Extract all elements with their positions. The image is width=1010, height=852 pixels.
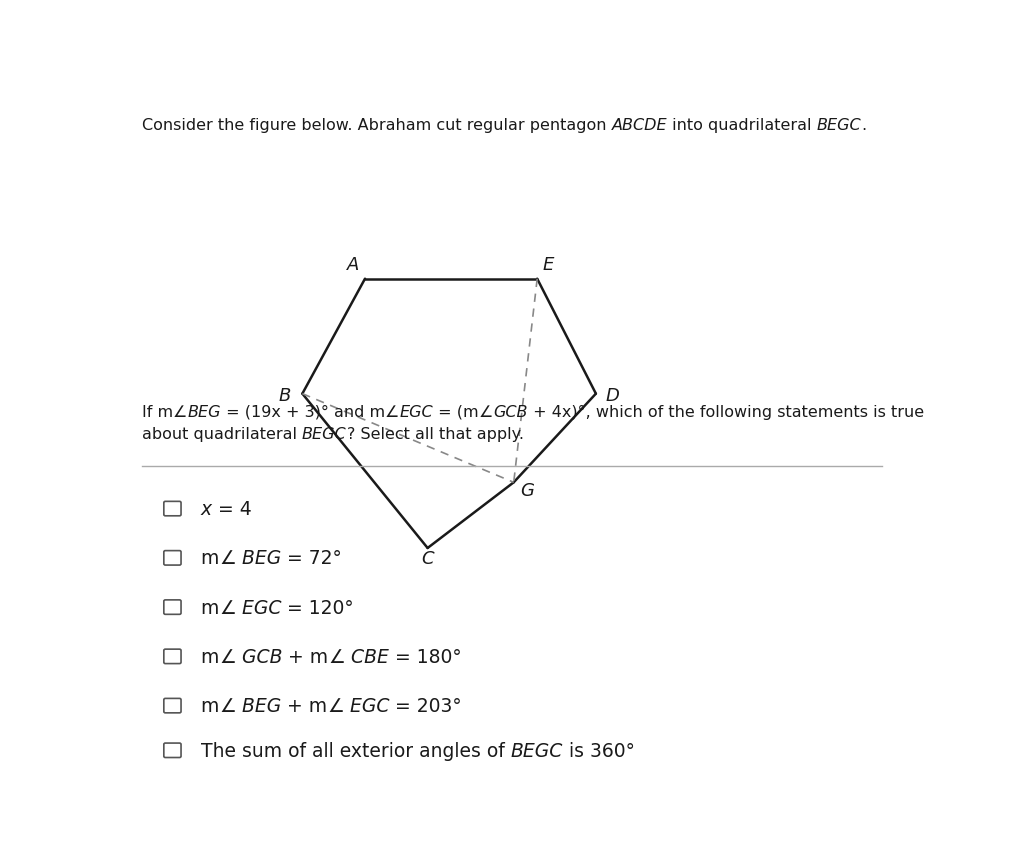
Text: Consider the figure below. Abraham cut regular pentagon: Consider the figure below. Abraham cut r… [141,118,611,133]
Text: = 72°: = 72° [281,549,341,567]
Text: BEGC: BEGC [510,741,563,760]
Text: ∠: ∠ [173,405,188,419]
FancyBboxPatch shape [164,551,181,566]
Text: ∠: ∠ [328,648,345,666]
Text: = (m: = (m [433,405,479,419]
Text: ∠: ∠ [219,549,235,567]
Text: BEGC: BEGC [302,427,346,441]
Text: BEG: BEG [235,549,281,567]
Text: m: m [201,598,219,617]
Text: m: m [201,549,219,567]
Text: B: B [278,387,291,405]
FancyBboxPatch shape [164,743,181,757]
Text: ∠: ∠ [219,696,235,716]
Text: If m: If m [141,405,173,419]
Text: is 360°: is 360° [563,741,634,760]
Text: + m: + m [281,696,327,716]
Text: E: E [542,256,554,274]
FancyBboxPatch shape [164,699,181,713]
Text: EGC: EGC [235,598,281,617]
Text: The sum of all exterior angles of: The sum of all exterior angles of [201,741,510,760]
Text: + 4x)°, which of the following statements is true: + 4x)°, which of the following statement… [527,405,924,419]
Text: G: G [520,481,534,499]
Text: ∠: ∠ [385,405,399,419]
Text: CBE: CBE [345,648,389,666]
Text: ∠: ∠ [219,648,235,666]
Text: into quadrilateral: into quadrilateral [668,118,817,133]
Text: .: . [862,118,867,133]
FancyBboxPatch shape [164,600,181,614]
FancyBboxPatch shape [164,502,181,516]
Text: GCB: GCB [493,405,527,419]
Text: ABCDE: ABCDE [611,118,668,133]
Text: C: C [421,550,434,567]
Text: about quadrilateral: about quadrilateral [141,427,302,441]
Text: BEG: BEG [188,405,221,419]
Text: D: D [605,387,619,405]
Text: ∠: ∠ [219,598,235,617]
Text: x: x [201,499,212,519]
Text: m: m [201,648,219,666]
Text: ∠: ∠ [327,696,343,716]
Text: = 120°: = 120° [281,598,354,617]
Text: m: m [201,696,219,716]
Text: BEGC: BEGC [817,118,862,133]
Text: EGC: EGC [343,696,390,716]
Text: + m: + m [282,648,328,666]
Text: = 203°: = 203° [390,696,462,716]
Text: ? Select all that apply.: ? Select all that apply. [346,427,523,441]
Text: EGC: EGC [399,405,433,419]
Text: GCB: GCB [235,648,282,666]
Text: A: A [347,256,360,274]
FancyBboxPatch shape [164,649,181,664]
Text: = (19x + 3)° and m: = (19x + 3)° and m [221,405,385,419]
Text: = 180°: = 180° [389,648,462,666]
Text: = 4: = 4 [212,499,251,519]
Text: BEG: BEG [235,696,281,716]
Text: ∠: ∠ [479,405,493,419]
